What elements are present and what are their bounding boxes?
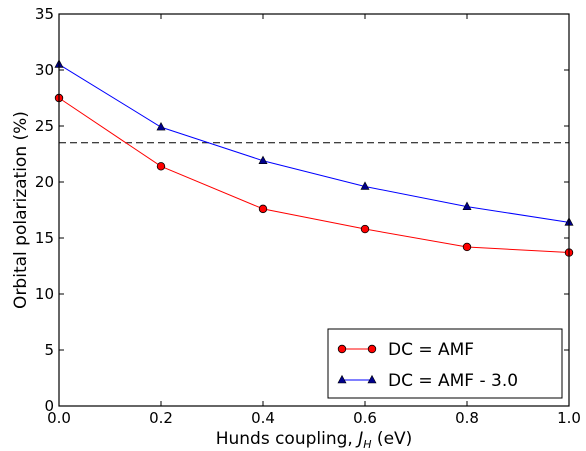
x-axis-label-suffix: (eV) (372, 429, 413, 449)
y-axis-label: Orbital polarization (%) (11, 111, 31, 309)
x-tick-label: 0.6 (353, 409, 377, 427)
data-point-series-1 (360, 181, 370, 190)
legend-marker-series-0 (337, 344, 347, 354)
legend: DC = AMF DC = AMF - 3.0 (327, 328, 563, 399)
series-line-1 (58, 63, 570, 223)
y-tick-label: 35 (35, 5, 54, 23)
y-tick-label: 0 (44, 397, 54, 415)
ticks-layer: 0.0 0.2 0.4 0.6 0.8 1.0 0 5 10 15 20 25 30 35 (35, 5, 581, 427)
data-point-series-1 (462, 201, 472, 210)
y-tick-label: 25 (35, 117, 54, 135)
legend-marker-series-0 (367, 344, 377, 354)
y-tick-label: 10 (35, 285, 54, 303)
x-axis-label-prefix: Hunds coupling, (216, 429, 359, 449)
legend-marker-series-1 (337, 374, 347, 384)
data-point-series-0 (462, 242, 472, 252)
data-point-series-0 (258, 204, 268, 214)
data-point-series-1 (156, 121, 166, 131)
data-point-series-0 (156, 162, 166, 171)
x-tick-label: 0.2 (149, 409, 173, 427)
legend-label-series-0: DC = AMF (388, 340, 474, 360)
data-point-series-1 (258, 155, 268, 165)
y-tick-label: 20 (35, 173, 54, 191)
legend-label-series-1: DC = AMF - 3.0 (388, 371, 518, 391)
x-axis-label-subscript: H (363, 438, 371, 451)
x-axis-label: Hunds coupling, JH (eV) (216, 429, 413, 451)
y-tick-label: 15 (35, 229, 54, 247)
x-tick-label: 0.0 (47, 409, 71, 427)
series-layer (54, 59, 574, 257)
x-tick-label: 1.0 (557, 409, 581, 427)
legend-box (327, 328, 563, 399)
x-tick-label: 0.4 (251, 409, 275, 427)
y-tick-label: 30 (35, 61, 54, 79)
series-line-0 (58, 97, 570, 254)
data-point-series-0 (360, 224, 370, 234)
x-tick-label: 0.8 (455, 409, 479, 427)
legend-marker-series-1 (367, 374, 377, 384)
x-axis-label-symbol: J (355, 429, 363, 449)
y-tick-label: 5 (44, 341, 54, 359)
plot-frame (58, 13, 570, 407)
